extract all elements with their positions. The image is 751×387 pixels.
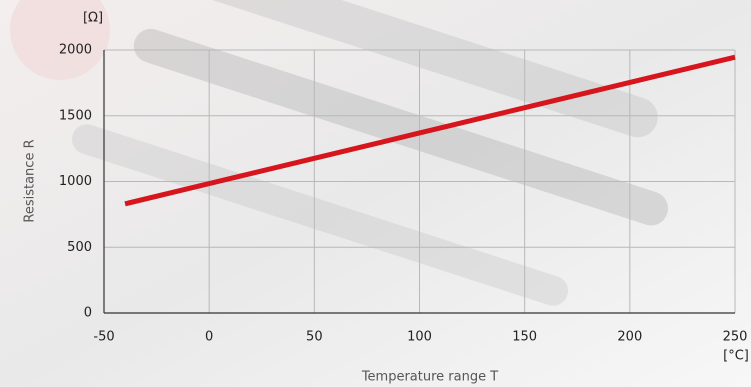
y-unit: [Ω]: [83, 11, 103, 26]
x-tick-label: -50: [93, 330, 114, 345]
background-decor: [10, 0, 669, 306]
x-tick-label: 150: [512, 330, 537, 345]
x-tick-label: 200: [617, 330, 642, 345]
x-tick-label: 250: [723, 330, 748, 345]
x-tick-label: 50: [306, 330, 323, 345]
y-tick-label: 0: [84, 306, 92, 321]
y-tick-label: 500: [67, 240, 92, 255]
data-line: [124, 54, 736, 207]
y-tick-label: 1000: [59, 174, 92, 189]
y-tick-label: 2000: [59, 43, 92, 58]
y-tick-label: 1500: [59, 108, 92, 123]
x-axis-label: Temperature range T: [361, 370, 498, 385]
x-tick-label: 0: [205, 330, 213, 345]
x-unit: [°C]: [723, 349, 749, 364]
y-axis-label: Resistance R: [23, 139, 38, 222]
x-tick-label: 100: [407, 330, 432, 345]
